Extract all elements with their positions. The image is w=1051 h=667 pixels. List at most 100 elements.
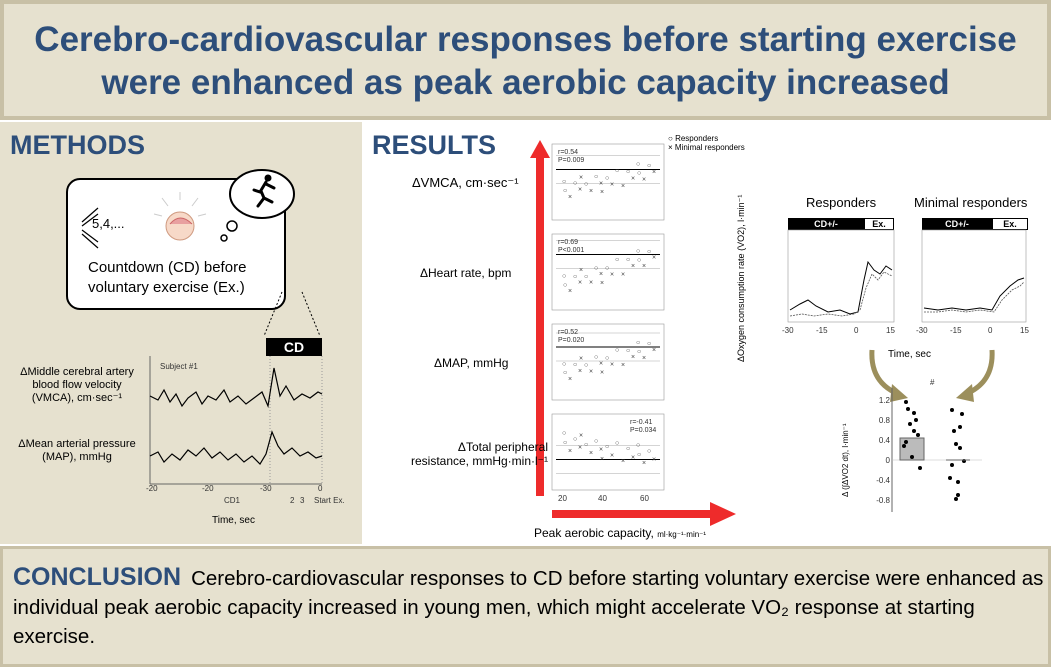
dot-responder <box>914 418 918 422</box>
scatter-point: × <box>568 448 572 455</box>
scatter-point: ○ <box>647 162 651 169</box>
scatter-point: ○ <box>594 438 598 445</box>
scatter-point: ○ <box>637 257 641 264</box>
scatter-point: × <box>579 267 583 274</box>
header-banner: Cerebro-cardiovascular responses before … <box>0 0 1051 120</box>
dot-minimal <box>948 476 952 480</box>
scatter-point: × <box>578 280 582 287</box>
scatter-point: ○ <box>584 362 588 369</box>
peak-aerobic-label: Peak aerobic capacity, ml·kg⁻¹·min⁻¹ <box>534 526 707 540</box>
methods-heading: METHODS <box>10 130 145 160</box>
scatter-point: ○ <box>594 354 598 361</box>
scatter-point: ○ <box>637 451 641 458</box>
scatter-point: ○ <box>636 340 640 347</box>
scatter-point: × <box>610 271 614 278</box>
results-heading: RESULTS <box>372 130 497 160</box>
dot-minimal <box>956 493 960 497</box>
p-value-1: P=0.009 <box>558 157 584 164</box>
scatter-point: × <box>631 263 635 270</box>
red-arrow-vertical <box>530 140 550 496</box>
scatter-point: × <box>621 271 625 278</box>
scatter-point: × <box>652 255 656 262</box>
scatter-point: ○ <box>584 181 588 188</box>
r-value-1: r=0.54 <box>558 149 578 156</box>
scatter-point: ○ <box>573 362 577 369</box>
scatter-point: × <box>599 271 603 278</box>
scatter-point: × <box>579 433 583 440</box>
scatter-point: ○ <box>563 370 567 377</box>
scatter-frame-3 <box>551 323 665 401</box>
scatter-point: × <box>652 457 656 464</box>
bar-ylabel: Δ (∫ΔVO2 dt), l·min⁻¹ <box>841 423 850 497</box>
dot-responder <box>906 407 910 411</box>
dot-minimal <box>958 425 962 429</box>
subject-label: Subject #1 <box>160 362 198 371</box>
cd-label: CD <box>266 338 322 356</box>
conclusion-panel: CONCLUSION Cerebro-cardiovascular respons… <box>0 546 1051 667</box>
scatter-point: × <box>599 447 603 454</box>
scatter-point: × <box>642 177 646 184</box>
result-row-label-2: ΔHeart rate, bpm <box>420 266 512 280</box>
scatter-point: × <box>631 354 635 361</box>
p-value-2: P<0.001 <box>558 247 584 254</box>
mca-label: ΔMiddle cerebral artery blood flow veloc… <box>20 366 134 404</box>
countdown-numbers: 5,4,... <box>92 216 125 231</box>
scatter-point: × <box>578 368 582 375</box>
vo2-bar-left-2: CD+/- <box>922 218 992 230</box>
scatter-point: × <box>599 180 603 187</box>
scatter-point: × <box>610 182 614 189</box>
dot-responder <box>912 429 916 433</box>
scatter-point: × <box>642 355 646 362</box>
dot-responder <box>910 455 914 459</box>
scatter-point: × <box>568 376 572 383</box>
scatter-point: × <box>578 445 582 452</box>
vo2-title-minimal: Minimal responders <box>914 195 1028 210</box>
dot-responder <box>912 411 916 415</box>
map-label: ΔMean arterial pressure (MAP), mmHg <box>18 438 136 463</box>
scatter-point: ○ <box>647 248 651 255</box>
scatter-point: ○ <box>615 257 619 264</box>
countdown-caption: Countdown (CD) before voluntary exercise… <box>88 259 247 296</box>
scatter-point: × <box>652 169 656 176</box>
dot-minimal <box>950 408 954 412</box>
methods-panel: METHODS 5,4,... <box>0 122 362 544</box>
scatter-point: ○ <box>626 446 630 453</box>
scatter-point: ○ <box>562 273 566 280</box>
scatter-point: × <box>652 347 656 354</box>
scatter-point: ○ <box>626 169 630 176</box>
scatter-point: × <box>589 280 593 287</box>
main-title: Cerebro-cardiovascular responses before … <box>34 20 1017 102</box>
dot-minimal <box>950 463 954 467</box>
dot-minimal <box>958 446 962 450</box>
scatter-point: × <box>600 456 604 463</box>
svg-text:ΔOxygen consumption rate (VO2): ΔOxygen consumption rate (VO2), l·min⁻¹ <box>736 195 746 362</box>
vo2-time-label: Time, sec <box>888 349 931 360</box>
scatter-point: × <box>600 189 604 196</box>
scatter-point: × <box>600 369 604 376</box>
dot-minimal <box>954 442 958 446</box>
scatter-point: ○ <box>563 439 567 446</box>
result-row-label-3: ΔMAP, mmHg <box>434 356 509 370</box>
scatter-point: × <box>642 460 646 467</box>
results-panel: RESULTS ΔVMCA, cm·sec⁻¹ ΔHeart rate, bpm… <box>362 122 1051 544</box>
scatter-point: ○ <box>562 179 566 186</box>
dot-minimal <box>960 412 964 416</box>
scatter-point: ○ <box>605 444 609 451</box>
scatter-point: ○ <box>605 355 609 362</box>
scatter-point: × <box>621 362 625 369</box>
svg-text:Δ (∫ΔVO2 dt), l·min⁻¹: Δ (∫ΔVO2 dt), l·min⁻¹ <box>841 423 850 497</box>
result-row-label-1: ΔVMCA, cm·sec⁻¹ <box>412 175 519 190</box>
scatter-point: × <box>610 361 614 368</box>
scatter-point: × <box>589 450 593 457</box>
dot-minimal <box>952 429 956 433</box>
result-row-label-4: ΔTotal peripheral resistance, mmHg·min·l… <box>410 440 548 468</box>
scatter-point: ○ <box>636 161 640 168</box>
vo2-bar-right: Ex. <box>864 218 894 230</box>
head-icon <box>153 192 207 241</box>
scatter-point: × <box>568 288 572 295</box>
dot-responder <box>916 433 920 437</box>
scatter-point: ○ <box>637 170 641 177</box>
scatter-point: × <box>568 194 572 201</box>
legend: ○ Responders × Minimal responders <box>668 134 745 152</box>
speaker-lines-icon <box>81 207 99 249</box>
